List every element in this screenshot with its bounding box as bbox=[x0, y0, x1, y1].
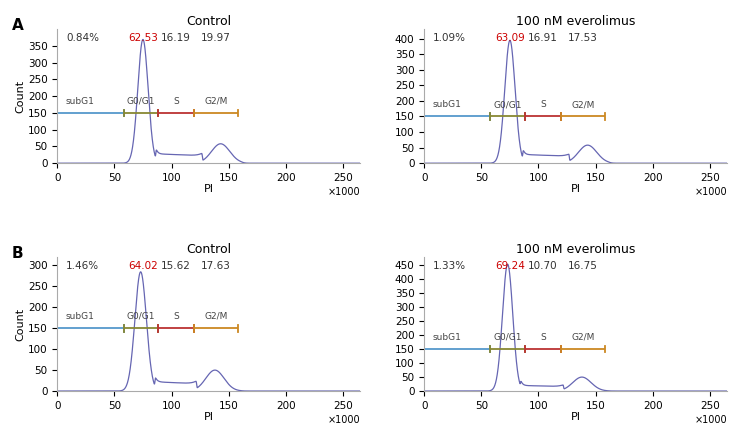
X-axis label: PI: PI bbox=[203, 184, 214, 194]
Text: 1.46%: 1.46% bbox=[66, 261, 99, 271]
Y-axis label: Count: Count bbox=[15, 307, 25, 341]
Text: G2/M: G2/M bbox=[204, 312, 228, 321]
Y-axis label: Count: Count bbox=[15, 79, 25, 113]
Text: 16.75: 16.75 bbox=[568, 261, 598, 271]
Text: 63.09: 63.09 bbox=[495, 33, 525, 43]
Text: ×1000: ×1000 bbox=[695, 415, 727, 425]
Text: 16.91: 16.91 bbox=[528, 33, 558, 43]
Text: G2/M: G2/M bbox=[571, 333, 595, 342]
Title: Control: Control bbox=[186, 15, 232, 28]
Title: 100 nM everolimus: 100 nM everolimus bbox=[516, 15, 635, 28]
Text: G0/G1: G0/G1 bbox=[493, 100, 522, 109]
Text: 17.53: 17.53 bbox=[568, 33, 598, 43]
Text: 1.09%: 1.09% bbox=[433, 33, 466, 43]
Text: 16.19: 16.19 bbox=[161, 33, 191, 43]
Text: 10.70: 10.70 bbox=[528, 261, 558, 271]
Text: A: A bbox=[12, 19, 24, 33]
Text: G0/G1: G0/G1 bbox=[493, 333, 522, 342]
Text: S: S bbox=[540, 333, 546, 342]
Text: 62.53: 62.53 bbox=[128, 33, 158, 43]
Text: ×1000: ×1000 bbox=[327, 187, 360, 197]
Text: 64.02: 64.02 bbox=[128, 261, 158, 271]
Text: ×1000: ×1000 bbox=[695, 187, 727, 197]
X-axis label: PI: PI bbox=[571, 412, 580, 422]
Text: 69.24: 69.24 bbox=[495, 261, 525, 271]
Text: subG1: subG1 bbox=[65, 96, 94, 106]
Text: G0/G1: G0/G1 bbox=[126, 312, 155, 321]
X-axis label: PI: PI bbox=[203, 412, 214, 422]
Text: B: B bbox=[12, 246, 24, 261]
Text: G2/M: G2/M bbox=[204, 96, 228, 106]
Text: subG1: subG1 bbox=[65, 312, 94, 321]
X-axis label: PI: PI bbox=[571, 184, 580, 194]
Title: 100 nM everolimus: 100 nM everolimus bbox=[516, 243, 635, 256]
Text: S: S bbox=[173, 96, 179, 106]
Text: 17.63: 17.63 bbox=[201, 261, 231, 271]
Text: ×1000: ×1000 bbox=[327, 415, 360, 425]
Text: S: S bbox=[540, 100, 546, 109]
Text: 19.97: 19.97 bbox=[201, 33, 231, 43]
Text: G0/G1: G0/G1 bbox=[126, 96, 155, 106]
Text: G2/M: G2/M bbox=[571, 100, 595, 109]
Text: S: S bbox=[173, 312, 179, 321]
Text: 1.33%: 1.33% bbox=[433, 261, 466, 271]
Text: subG1: subG1 bbox=[433, 333, 462, 342]
Title: Control: Control bbox=[186, 243, 232, 256]
Text: 0.84%: 0.84% bbox=[66, 33, 99, 43]
Text: 15.62: 15.62 bbox=[161, 261, 191, 271]
Text: subG1: subG1 bbox=[433, 100, 462, 109]
